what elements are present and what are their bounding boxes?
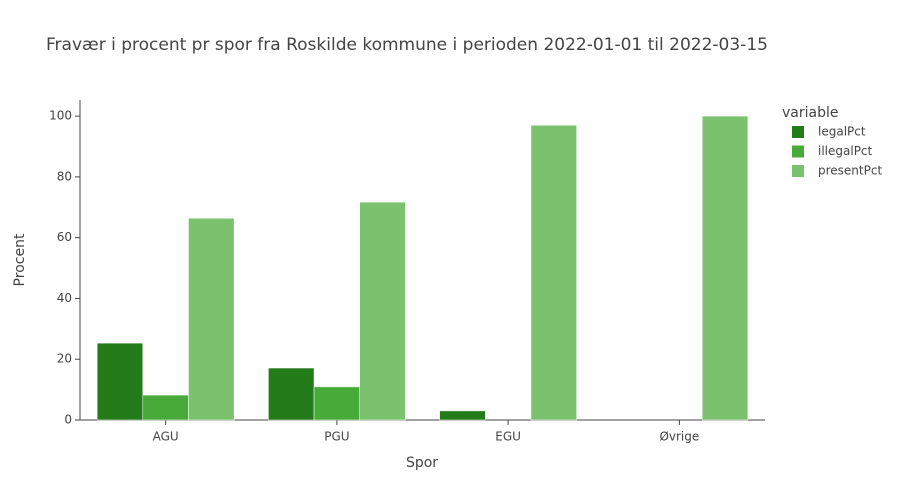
x-tick-label: AGU: [153, 430, 179, 444]
bar: [359, 201, 406, 421]
chart-title: Fravær i procent pr spor fra Roskilde ko…: [46, 35, 768, 55]
legend-title: variable: [782, 105, 838, 121]
bar: [439, 410, 486, 421]
bar: [142, 394, 189, 421]
bar: [530, 124, 577, 421]
x-tick-label: EGU: [495, 430, 521, 444]
bar: [268, 367, 315, 421]
bar: [96, 342, 144, 421]
y-tick-label: 60: [57, 230, 72, 244]
y-tick-label: 0: [64, 413, 72, 427]
legend-swatch: [792, 145, 804, 158]
legend-label: legalPct: [818, 125, 866, 139]
legend-label: illegalPct: [818, 144, 873, 158]
legend-swatch: [792, 126, 804, 138]
y-tick-label: 40: [57, 291, 72, 305]
x-axis-title: Spor: [406, 455, 438, 471]
legend-label: presentPct: [818, 164, 882, 178]
legend-swatch: [792, 165, 804, 177]
bar: [188, 217, 235, 421]
y-tick-label: 20: [57, 352, 72, 366]
x-tick-label: PGU: [324, 430, 349, 444]
y-axis-title: Procent: [12, 233, 28, 286]
bar: [701, 115, 749, 421]
x-tick-label: Øvrige: [659, 430, 699, 444]
y-tick-label: 100: [49, 109, 72, 123]
y-tick-label: 80: [57, 169, 72, 183]
bar: [313, 386, 360, 421]
